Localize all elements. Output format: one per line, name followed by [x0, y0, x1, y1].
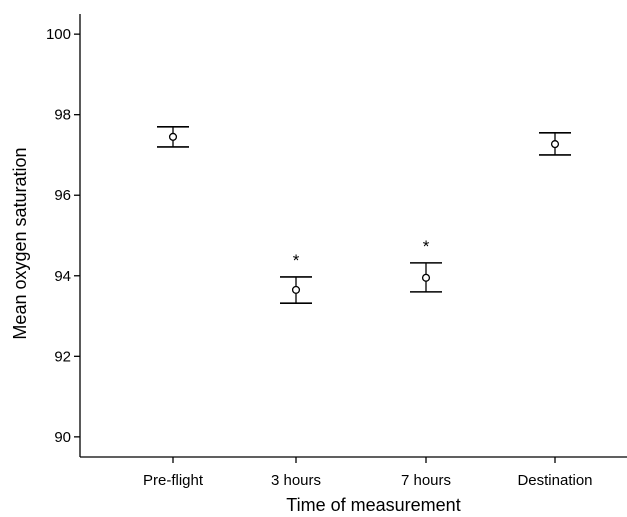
x-tick-label: 7 hours	[401, 472, 451, 489]
data-marks: **	[157, 125, 571, 304]
mean-point	[291, 285, 301, 294]
y-tick-label: 100	[46, 26, 71, 43]
y-tick-label: 96	[54, 187, 71, 204]
significance-asterisk: *	[423, 237, 430, 256]
y-tick-label: 92	[54, 348, 71, 365]
x-ticks: Pre-flight 3 hours 7 hours Destination	[143, 457, 593, 489]
mean-point	[550, 140, 560, 149]
x-tick-label: Pre-flight	[143, 472, 204, 489]
y-axis-title: Mean oxygen saturation	[10, 147, 30, 339]
axes	[79, 14, 627, 458]
mean-point	[421, 273, 431, 282]
x-tick-label: Destination	[517, 472, 592, 489]
significance-asterisk: *	[293, 251, 300, 270]
y-tick-label: 98	[54, 107, 71, 124]
mean-point	[168, 132, 178, 141]
y-tick-label: 90	[54, 429, 71, 446]
y-ticks: 90 92 94 96 98 100	[46, 26, 80, 446]
y-tick-label: 94	[54, 268, 71, 285]
x-axis-title: Time of measurement	[286, 495, 460, 515]
x-tick-label: 3 hours	[271, 472, 321, 489]
